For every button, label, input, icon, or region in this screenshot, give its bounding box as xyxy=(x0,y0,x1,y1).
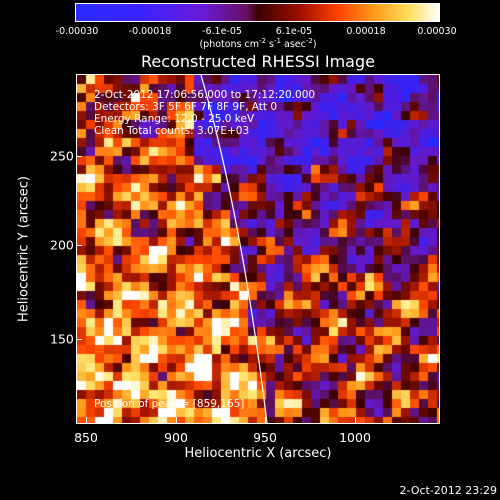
plot-title: Reconstructed RHESSI Image xyxy=(141,52,375,71)
info-clean-counts: Clean Total counts: 3.07E+03 xyxy=(94,125,250,137)
colorbar-units: (photons cm-2 s-1 asec-2) xyxy=(199,37,317,51)
x-tick-mark xyxy=(265,417,266,423)
y-tick-label: 200 xyxy=(50,237,74,253)
colorbar-tick: 6.1e-05 xyxy=(275,26,313,37)
y-tick-mark xyxy=(76,339,82,340)
x-axis-label: Heliocentric X (arcsec) xyxy=(184,446,332,461)
y-tick-mark xyxy=(76,156,82,157)
heatmap-image xyxy=(77,75,439,423)
x-tick-label: 950 xyxy=(253,430,277,445)
timestamp: 2-Oct-2012 23:29 xyxy=(399,484,497,497)
x-tick-label: 850 xyxy=(74,430,98,445)
peak-position-label: Position of peak = [859,165] xyxy=(94,398,245,410)
colorbar-tick: 0.00018 xyxy=(346,26,386,37)
y-tick-label: 250 xyxy=(50,148,74,164)
y-tick-label: 150 xyxy=(50,331,74,347)
info-detectors: Detectors: 3F 5F 6F 7F 8F 9F, Att 0 xyxy=(94,101,278,113)
info-energy-range: Energy Range: 12.0 - 25.0 keV xyxy=(94,113,255,125)
colorbar-tick: -6.1e-05 xyxy=(202,26,242,37)
y-axis-label: Heliocentric Y (arcsec) xyxy=(16,176,32,322)
x-tick-mark xyxy=(355,417,356,423)
solar-limb-line xyxy=(200,75,268,423)
x-tick-mark xyxy=(176,417,177,423)
info-time-range: 2-Oct-2012 17:06:56.000 to 17:12:20.000 xyxy=(94,89,316,101)
colorbar-tick: -0.00030 xyxy=(55,26,99,37)
colorbar xyxy=(75,3,440,22)
rhessi-image-plot xyxy=(76,74,440,424)
x-tick-label: 900 xyxy=(164,430,188,445)
colorbar-tick: 0.00030 xyxy=(417,26,457,37)
x-tick-label: 1000 xyxy=(339,430,371,445)
x-tick-mark xyxy=(86,417,87,423)
colorbar-tick: -0.00018 xyxy=(128,26,172,37)
y-tick-mark xyxy=(76,245,82,246)
